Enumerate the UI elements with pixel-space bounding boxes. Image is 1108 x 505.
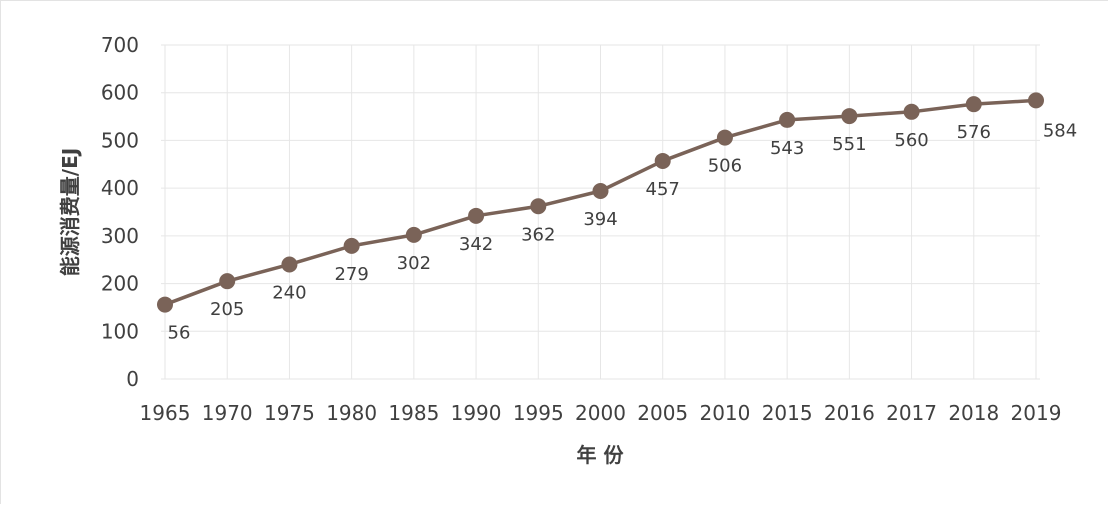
data-label: 576: [957, 122, 991, 143]
data-point: [654, 152, 671, 169]
data-label: 584: [1043, 120, 1077, 141]
data-point: [965, 96, 982, 113]
x-tick-label: 2019: [1011, 401, 1062, 425]
y-tick-label: 0: [126, 367, 139, 391]
y-tick-label: 700: [101, 33, 139, 57]
data-label: 551: [832, 134, 866, 155]
x-tick-label: 1990: [451, 401, 502, 425]
y-tick-label: 300: [101, 224, 139, 248]
y-tick-label: 200: [101, 272, 139, 296]
data-point: [405, 226, 422, 243]
data-point: [779, 111, 796, 128]
data-label: 56: [168, 323, 191, 344]
data-label: 457: [646, 179, 680, 200]
data-point: [343, 237, 360, 254]
x-tick-label: 1965: [140, 401, 191, 425]
y-tick-label: 400: [101, 176, 139, 200]
x-tick-label: 1985: [388, 401, 439, 425]
data-point: [530, 198, 547, 215]
y-tick-label: 100: [101, 319, 139, 343]
data-label: 205: [210, 299, 244, 320]
data-label: 342: [459, 234, 493, 255]
data-point: [903, 103, 920, 120]
data-label: 302: [397, 253, 431, 274]
data-label: 506: [708, 156, 742, 177]
data-point: [1028, 92, 1044, 109]
y-axis-ticks: 0 100 200 300 400 500 600 700: [101, 33, 139, 391]
y-tick-label: 600: [101, 81, 139, 105]
data-label: 240: [272, 282, 306, 303]
y-tick-label: 500: [101, 128, 139, 152]
data-point: [281, 256, 298, 273]
data-point: [716, 129, 733, 146]
data-point: [219, 273, 236, 290]
x-tick-label: 2000: [575, 401, 626, 425]
data-point: [157, 296, 173, 313]
data-point: [592, 183, 609, 200]
x-tick-label: 2015: [762, 401, 813, 425]
data-label: 362: [521, 224, 555, 245]
data-point: [468, 207, 485, 224]
y-axis-title: 能源消费量/EJ: [58, 148, 82, 276]
x-tick-label: 2016: [824, 401, 875, 425]
x-tick-label: 1995: [513, 401, 564, 425]
x-axis-ticks: 1965 1970 1975 1980 1985 1990 1995 2000 2005 2010…: [140, 401, 1062, 425]
data-label: 394: [583, 209, 617, 230]
x-tick-label: 2017: [886, 401, 937, 425]
data-label: 560: [894, 130, 928, 151]
x-axis-title: 年 份: [577, 443, 625, 467]
series-line: [157, 92, 1044, 313]
data-point: [841, 108, 858, 125]
x-tick-label: 2005: [637, 401, 688, 425]
x-tick-label: 2010: [699, 401, 750, 425]
x-tick-label: 2018: [948, 401, 999, 425]
data-label: 543: [770, 138, 804, 159]
x-tick-label: 1975: [264, 401, 315, 425]
data-label: 279: [334, 264, 368, 285]
x-tick-label: 1970: [202, 401, 253, 425]
data-labels: 56 205 240 279 302 342 362 394 457 506 543 551 560 57…: [168, 120, 1078, 343]
x-tick-label: 1980: [326, 401, 377, 425]
